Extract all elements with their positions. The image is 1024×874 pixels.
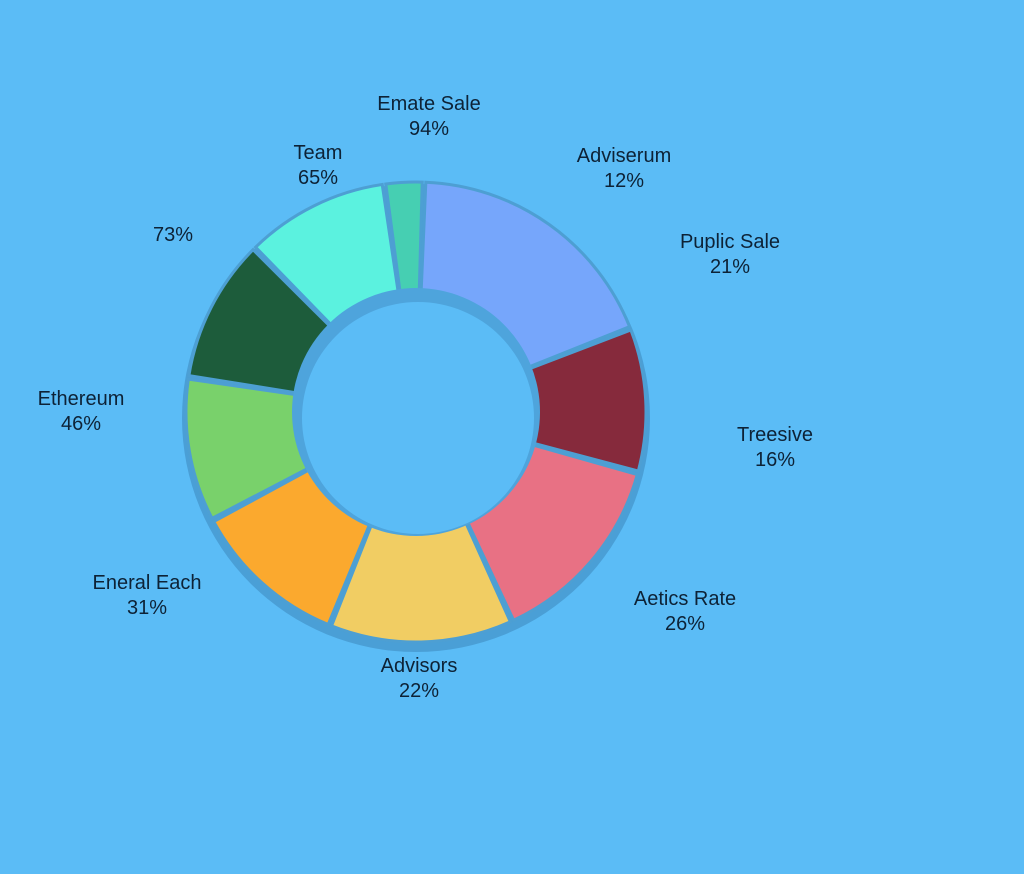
slice-label-value: 73% xyxy=(153,224,193,246)
slice-label-name: Treesive xyxy=(737,424,813,446)
slice-label-name: Puplic Sale xyxy=(680,231,780,253)
slice-label-value: 26% xyxy=(665,613,705,635)
slice-label-name: Team xyxy=(294,142,343,164)
donut-slices xyxy=(184,180,648,644)
slice-label-name: Emate Sale xyxy=(377,93,480,115)
donut-labels: Emate Sale 94% Adviserum 12% Puplic Sale 21% T… xyxy=(38,93,813,702)
slice-label-value: 31% xyxy=(127,597,167,619)
slice-label-name: Adviserum xyxy=(577,145,671,167)
slice-label-name: Aetics Rate xyxy=(634,588,736,610)
slice-label-name: Ethereum xyxy=(38,388,125,410)
slice-label-name: Advisors xyxy=(381,655,458,677)
donut-hole xyxy=(302,302,534,534)
slice-label-value: 12% xyxy=(604,170,644,192)
slice-label-value: 21% xyxy=(710,256,750,278)
slice-label-value: 16% xyxy=(755,449,795,471)
slice-label-value: 22% xyxy=(399,680,439,702)
slice-label-name: Eneral Each xyxy=(93,572,202,594)
slice-label-value: 94% xyxy=(409,118,449,140)
slice-label-value: 46% xyxy=(61,413,101,435)
slice-label-value: 65% xyxy=(298,167,338,189)
